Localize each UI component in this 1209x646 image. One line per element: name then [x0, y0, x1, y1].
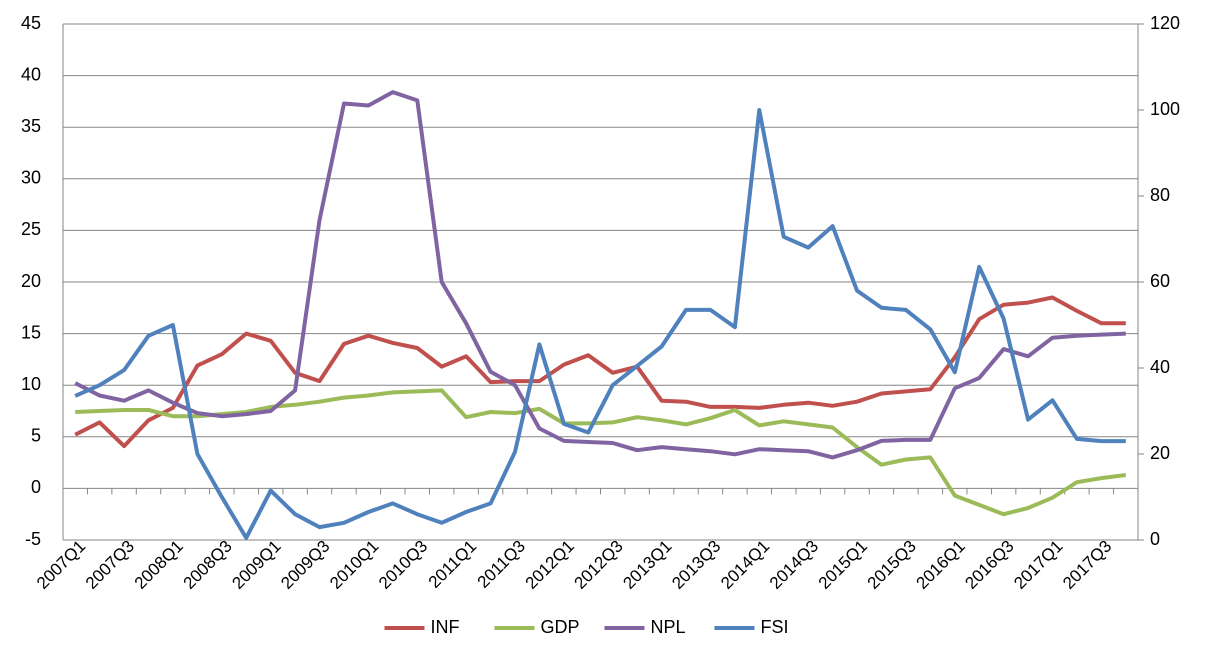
y2-tick-label: 100 [1150, 99, 1180, 119]
x-tick-label: 2011Q1 [425, 537, 480, 592]
legend-label: FSI [761, 617, 789, 637]
y2-tick-label: 40 [1150, 357, 1170, 377]
y-tick-label: 15 [21, 322, 41, 342]
y-tick-label: 30 [21, 168, 41, 188]
y-tick-label: 10 [21, 374, 41, 394]
x-tick-label: 2016Q3 [961, 537, 1017, 593]
x-tick-label: 2010Q1 [326, 537, 382, 593]
x-tick-label: 2016Q1 [913, 537, 969, 593]
x-tick-label: 2010Q3 [375, 537, 431, 593]
legend-label: GDP [541, 617, 580, 637]
legend-label: INF [431, 617, 460, 637]
y2-tick-label: 60 [1150, 271, 1170, 291]
x-tick-label: 2015Q3 [864, 537, 920, 593]
y-tick-label: 5 [31, 426, 41, 446]
y-tick-label: 35 [21, 116, 41, 136]
line-series [74, 90, 1126, 460]
x-tick-label: 2012Q1 [522, 537, 578, 593]
y-tick-label: 0 [31, 477, 41, 497]
y2-tick-label: 0 [1150, 529, 1160, 549]
y-tick-label: 40 [21, 64, 41, 84]
x-tick-label: 2009Q3 [277, 537, 333, 593]
legend-label: NPL [651, 617, 686, 637]
y-tick-label: -5 [25, 529, 41, 549]
x-tick-label: 2011Q3 [474, 537, 529, 592]
x-tick-label: 2017Q3 [1059, 537, 1115, 593]
x-tick-label: 2015Q1 [815, 537, 871, 593]
x-tick-label: 2013Q3 [668, 537, 724, 593]
x-tick-label: 2017Q1 [1010, 537, 1066, 593]
x-tick-label: 2014Q1 [717, 537, 773, 593]
y-tick-label: 45 [21, 13, 41, 33]
x-tick-label: 2007Q1 [33, 537, 89, 593]
y-tick-label: 25 [21, 219, 41, 239]
line-series [74, 108, 1126, 540]
y-tick-label: 20 [21, 271, 41, 291]
x-tick-label: 2012Q3 [571, 537, 627, 593]
x-tick-label: 2013Q1 [619, 537, 675, 593]
y2-tick-label: 120 [1150, 13, 1180, 33]
x-tick-label: 2014Q3 [766, 537, 822, 593]
y2-tick-label: 20 [1150, 443, 1170, 463]
x-tick-label: 2009Q1 [228, 537, 284, 593]
line-series [75, 388, 1127, 517]
x-tick-label: 2007Q3 [82, 537, 138, 593]
x-tick-label: 2008Q1 [131, 537, 187, 593]
y2-tick-label: 80 [1150, 185, 1170, 205]
x-tick-label: 2008Q3 [180, 537, 236, 593]
